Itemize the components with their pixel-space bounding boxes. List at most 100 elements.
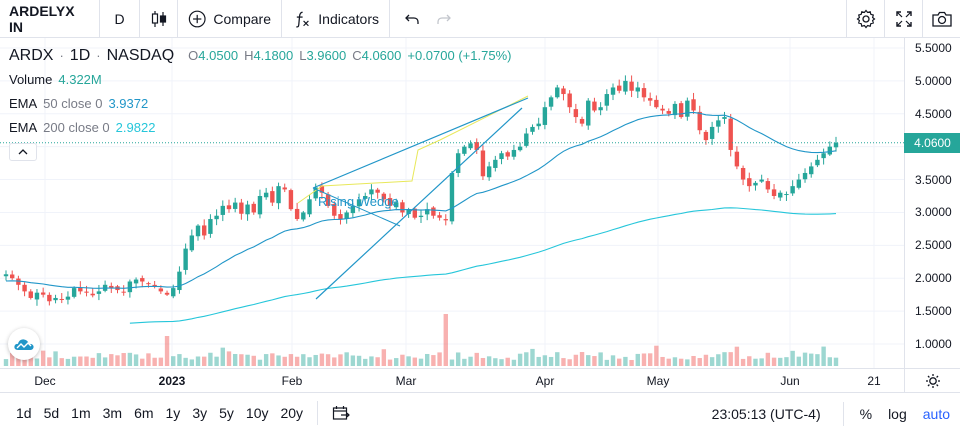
volume-bar bbox=[437, 352, 442, 366]
volume-bar bbox=[592, 356, 597, 366]
candle-body bbox=[759, 179, 764, 182]
volume-bar bbox=[319, 353, 325, 366]
volume-bar bbox=[728, 352, 733, 366]
volume-bar bbox=[121, 353, 126, 366]
candle-body bbox=[443, 219, 448, 221]
legend-low: 3.9600 bbox=[306, 48, 347, 63]
axis-settings-button[interactable] bbox=[904, 368, 960, 392]
camera-icon bbox=[931, 11, 952, 27]
percent-scale-toggle[interactable]: % bbox=[859, 405, 873, 422]
price-axis-label: 5.5000 bbox=[915, 41, 952, 55]
candle-body bbox=[387, 198, 393, 206]
symbol-search[interactable]: ARDELYX IN bbox=[0, 0, 100, 38]
candle-body bbox=[202, 225, 207, 236]
candles-icon bbox=[151, 10, 166, 27]
volume-bar bbox=[790, 350, 795, 366]
volume-bar bbox=[765, 352, 771, 366]
time-axis-label: Apr bbox=[535, 374, 555, 388]
candle-body bbox=[685, 100, 690, 117]
sun-gear-icon bbox=[925, 373, 940, 388]
volume-bar bbox=[660, 356, 665, 366]
volume-bar bbox=[524, 352, 529, 366]
range-button-20y[interactable]: 20y bbox=[280, 405, 304, 421]
range-button-5d[interactable]: 5d bbox=[43, 405, 60, 421]
candle-body bbox=[623, 80, 628, 92]
candle-body bbox=[449, 172, 455, 222]
volume-bar bbox=[567, 359, 572, 366]
snapshot-button[interactable] bbox=[922, 0, 960, 38]
candle-body bbox=[716, 120, 721, 127]
wedge-close-line bbox=[312, 187, 401, 227]
legend-collapse-button[interactable] bbox=[9, 143, 37, 161]
tradingview-logo[interactable] bbox=[8, 328, 40, 360]
volume-bar bbox=[623, 356, 628, 366]
undo-icon[interactable] bbox=[404, 12, 420, 26]
range-button-6m[interactable]: 6m bbox=[134, 405, 154, 421]
volume-bar bbox=[796, 356, 802, 366]
clock-display[interactable]: 23:05:13 (UTC-4) bbox=[711, 405, 821, 422]
candle-body bbox=[672, 103, 678, 116]
chart-pane[interactable]: Rising Wedge bbox=[0, 38, 904, 368]
price-chart[interactable]: Rising Wedge bbox=[0, 38, 904, 368]
volume-bar bbox=[753, 358, 758, 366]
candle-body bbox=[691, 99, 696, 111]
time-axis-label: 21 bbox=[867, 374, 881, 388]
volume-bar bbox=[127, 352, 133, 366]
candle-body bbox=[251, 203, 256, 213]
range-button-3m[interactable]: 3m bbox=[102, 405, 123, 421]
candle-body bbox=[84, 291, 89, 293]
legend-ema200[interactable]: EMA 200 close 0 2.9822 bbox=[9, 116, 511, 140]
time-axis-label: Feb bbox=[281, 374, 303, 388]
volume-bar bbox=[784, 357, 789, 366]
legend-volume[interactable]: Volume 4.322M bbox=[9, 68, 511, 92]
candle-body bbox=[375, 189, 380, 193]
volume-bar bbox=[747, 356, 752, 366]
legend-ema50[interactable]: EMA 50 close 0 3.9372 bbox=[9, 92, 511, 116]
volume-bar bbox=[555, 352, 560, 366]
candle-body bbox=[325, 194, 331, 206]
auto-scale-toggle[interactable]: auto bbox=[922, 405, 950, 422]
volume-bar bbox=[177, 354, 182, 366]
go-to-date-button[interactable] bbox=[326, 399, 356, 427]
legend-symbol: ARDX bbox=[9, 47, 54, 64]
candle-body bbox=[666, 111, 671, 114]
compare-button[interactable]: Compare bbox=[178, 0, 282, 38]
time-axis-label: Jun bbox=[780, 374, 800, 388]
candle-body bbox=[561, 88, 566, 95]
candle-body bbox=[307, 199, 312, 215]
volume-bar bbox=[493, 358, 498, 366]
plus-circle-icon bbox=[188, 10, 206, 27]
candle-body bbox=[524, 133, 529, 146]
candle-body bbox=[771, 189, 777, 196]
candle-body bbox=[747, 178, 752, 187]
candle-body bbox=[226, 205, 232, 210]
indicators-button[interactable]: Indicators bbox=[282, 0, 390, 38]
range-button-10y[interactable]: 10y bbox=[245, 405, 269, 421]
interval-button[interactable]: D bbox=[100, 0, 140, 38]
candle-body bbox=[214, 215, 219, 220]
log-scale-toggle[interactable]: log bbox=[888, 405, 907, 422]
legend-main-series[interactable]: ARDX · 1D · NASDAQ O4.0500 H4.1800 L3.96… bbox=[9, 44, 511, 68]
volume-bar bbox=[604, 359, 610, 366]
range-button-3y[interactable]: 3y bbox=[192, 405, 208, 421]
volume-bar bbox=[245, 354, 250, 366]
rising-wedge-drawing[interactable]: Rising Wedge bbox=[297, 95, 529, 300]
redo-icon[interactable] bbox=[436, 12, 452, 26]
range-button-1m[interactable]: 1m bbox=[71, 405, 91, 421]
settings-button[interactable] bbox=[846, 0, 884, 38]
range-button-1y[interactable]: 1y bbox=[165, 405, 181, 421]
price-axis-label: 2.5000 bbox=[915, 238, 952, 253]
volume-bar bbox=[561, 358, 566, 366]
chart-type-button[interactable] bbox=[140, 0, 178, 38]
volume-bar bbox=[22, 358, 27, 366]
volume-bar bbox=[474, 352, 479, 366]
volume-bar bbox=[406, 356, 411, 366]
price-axis[interactable]: 5.50005.00004.50004.00003.50003.00002.50… bbox=[904, 38, 960, 368]
time-axis[interactable]: Dec 2023 Feb Mar Apr May Jun 21 bbox=[0, 368, 904, 392]
fullscreen-button[interactable] bbox=[884, 0, 922, 38]
volume-bar bbox=[59, 358, 64, 366]
range-button-1d[interactable]: 1d bbox=[16, 405, 32, 421]
candle-body bbox=[778, 192, 783, 198]
volume-bar bbox=[214, 356, 219, 366]
range-button-5y[interactable]: 5y bbox=[219, 405, 234, 421]
